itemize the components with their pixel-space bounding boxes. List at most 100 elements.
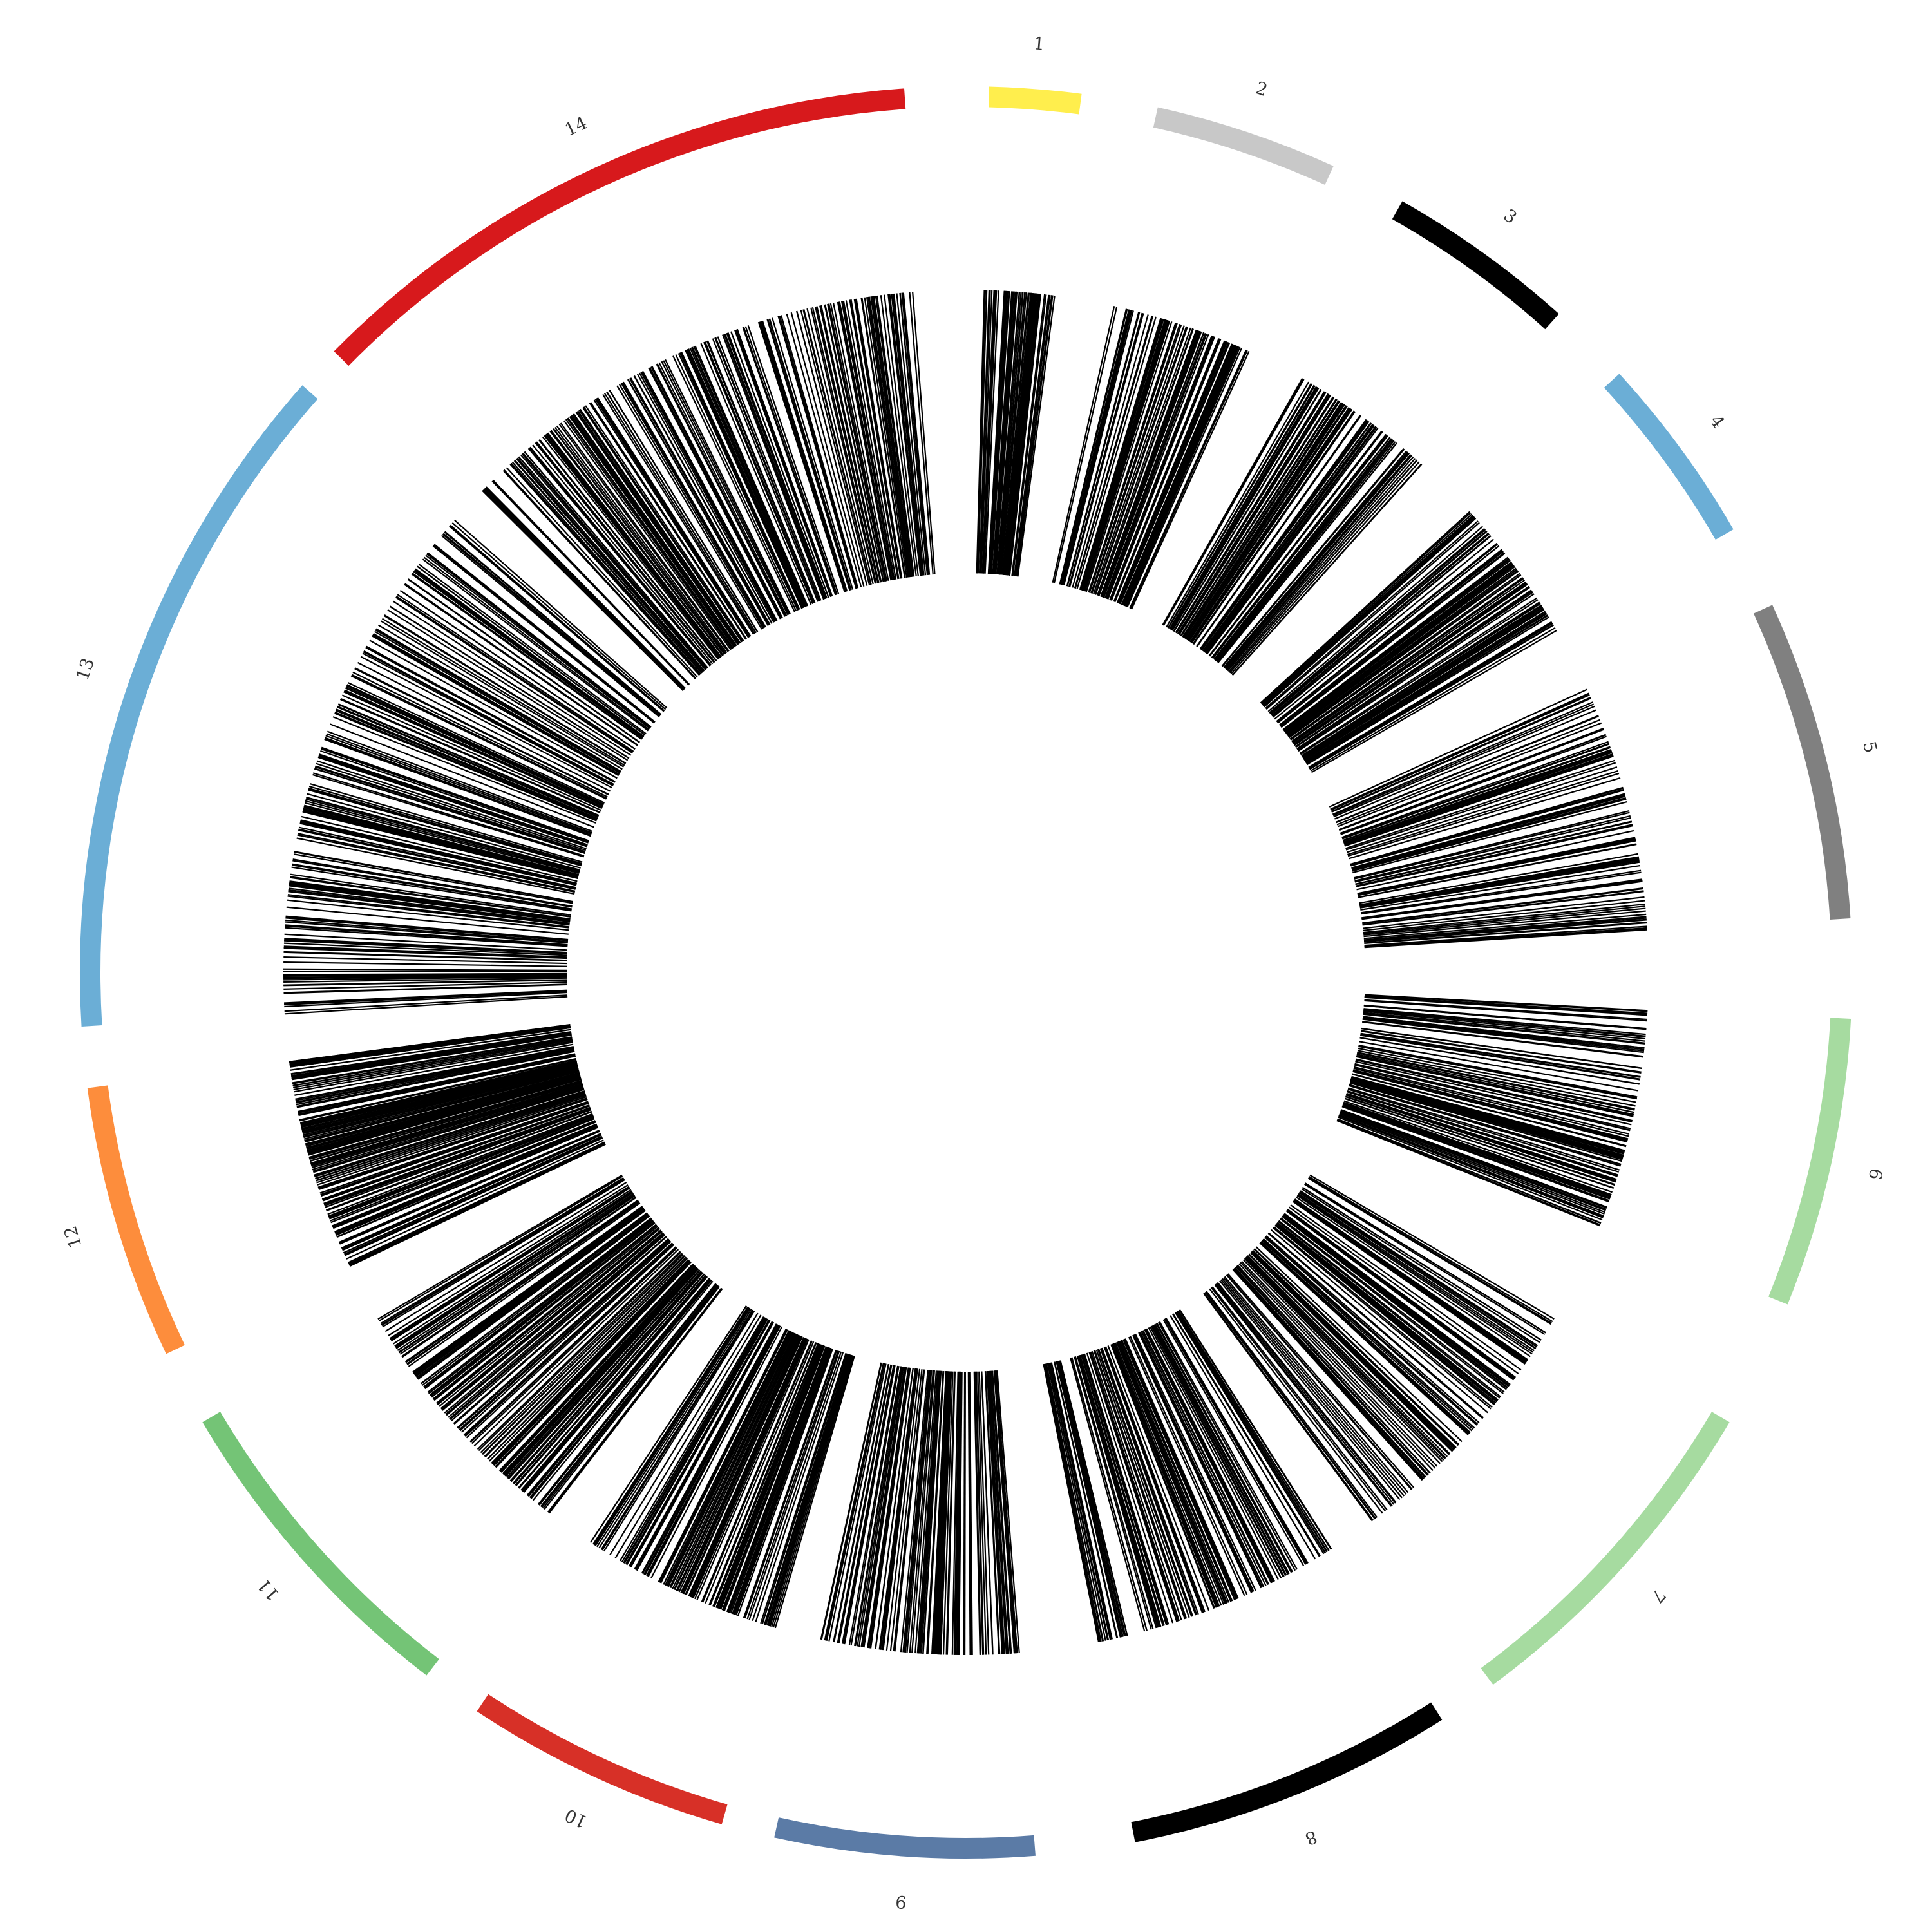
feature-line [876,295,915,577]
feature-line [300,1061,578,1127]
feature-line [421,1212,648,1385]
feature-line [906,1370,933,1653]
feature-line [1329,688,1588,808]
feature-line [727,1346,828,1613]
feature-line [1179,1309,1332,1550]
feature-line [544,1285,720,1510]
feature-line [820,1362,882,1640]
feature-line [454,520,668,709]
feature-line [723,334,826,600]
feature-line [918,1370,940,1654]
feature-line [1363,903,1645,934]
feature-line [308,785,582,865]
feature-line [395,596,633,754]
feature-line [1094,1350,1187,1619]
feature-line [423,1214,650,1388]
feature-line [295,1046,574,1101]
feature-line [1093,1350,1186,1620]
feature-line [1283,558,1510,732]
feature-line [774,1356,855,1629]
feature-line [931,1371,947,1654]
feature-group-12 [289,1024,606,1267]
feature-line [1121,343,1233,605]
feature-line [1363,1005,1647,1030]
feature-line [1177,1310,1330,1551]
feature-line [1138,1332,1262,1589]
feature-line [629,1320,771,1567]
feature-line [1355,1059,1633,1122]
feature-line [594,1307,750,1546]
feature-line [1242,1259,1441,1464]
feature-line [1306,615,1549,764]
feature-line [1166,381,1310,628]
feature-line [1211,1286,1388,1511]
feature-line [1245,1257,1444,1461]
feature-line [1362,887,1644,925]
feature-line [532,1280,714,1501]
feature-line [881,1368,918,1651]
feature-line [1260,1241,1471,1434]
feature-line [296,1047,574,1103]
feature-line [1272,535,1492,718]
feature-line [312,773,584,858]
feature-line [1363,896,1645,929]
feature-line [990,291,1010,574]
feature-line [810,307,876,584]
feature-line [967,1371,971,1655]
feature-line [603,1311,755,1552]
feature-line [1338,1115,1604,1218]
feature-line [390,1187,630,1341]
feature-line [1290,574,1522,741]
feature-line [579,409,741,644]
feature-line [1276,1222,1497,1403]
feature-line [422,1213,649,1386]
feature-line [828,1363,887,1642]
feature-line [592,1306,749,1545]
feature-line [1351,794,1625,869]
feature-line [650,1326,783,1579]
feature-line [335,1124,598,1235]
feature-line [719,1344,823,1609]
feature-line [1259,1242,1469,1435]
feature-line [1345,762,1616,851]
feature-line [287,895,570,929]
feature-line [1282,556,1509,730]
feature-line [1119,1340,1230,1603]
feature-line [933,1371,948,1654]
feature-line [440,535,660,717]
feature-line [1079,318,1162,591]
feature-line [1083,320,1169,592]
feature-line [1359,860,1640,908]
feature-line [327,1113,593,1215]
feature-line [503,1265,696,1475]
feature-line [1283,560,1511,732]
feature-line [529,1279,712,1499]
feature-line [1286,565,1516,736]
feature-line [755,1352,844,1622]
feature-line [372,635,620,777]
feature-line [687,348,804,609]
feature-line [1114,1342,1222,1606]
feature-line [549,430,724,657]
feature-line [884,294,919,576]
feature-line [1099,1348,1197,1616]
feature-line [283,976,567,981]
feature-line [312,772,585,857]
feature-line [1338,728,1604,831]
feature-line [324,738,591,837]
feature-line [306,797,580,871]
feature-line [314,768,585,854]
feature-line [483,488,685,690]
feature-line [523,1276,708,1493]
feature-line [384,1182,627,1332]
feature-line [927,1370,945,1654]
feature-line [350,675,607,800]
feature-line [594,1307,750,1546]
feature-line [993,291,1015,574]
feature-line [1119,342,1229,605]
feature-line [621,1317,766,1563]
feature-line [1278,1220,1501,1399]
feature-line [1217,442,1397,663]
feature-line [427,1217,652,1393]
feature-line [332,1121,596,1229]
